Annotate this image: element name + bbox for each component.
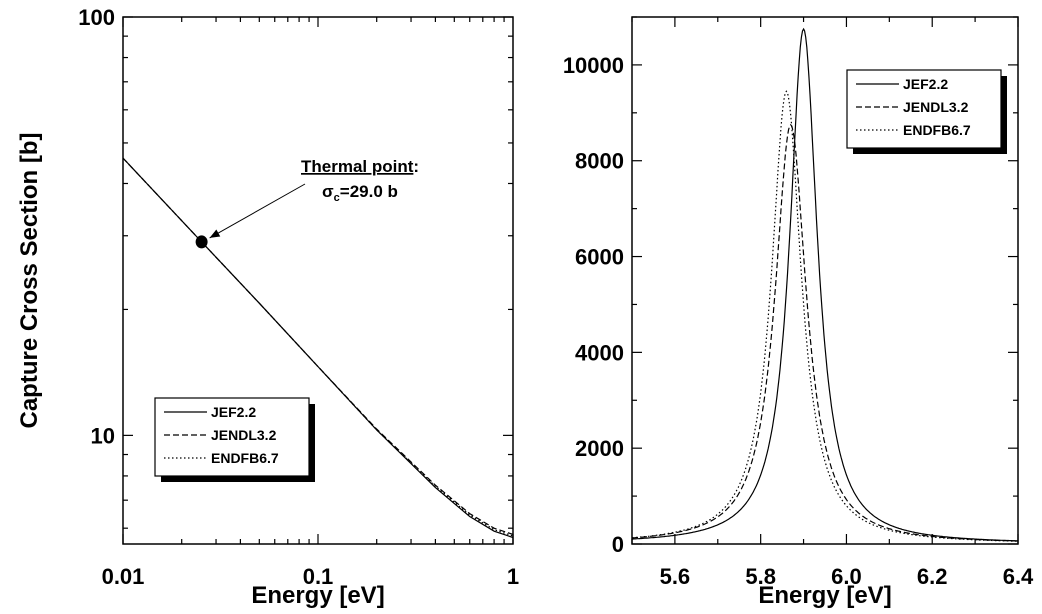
right-y-tick-label: 4000 xyxy=(575,340,624,365)
right-series-line-JEF2.2 xyxy=(631,27,1018,542)
right-legend-label: JENDL3.2 xyxy=(903,99,969,115)
left-y-tick-label: 100 xyxy=(78,5,115,30)
right-legend-label: JEF2.2 xyxy=(903,76,948,92)
left-x-tick-label: 0.01 xyxy=(102,564,145,589)
thermal-point-title: Thermal point: xyxy=(301,157,419,176)
left-series-line-ENDFB6.7 xyxy=(122,157,514,537)
right-y-tick-label: 8000 xyxy=(575,149,624,174)
thermal-point-value: σc=29.0 b xyxy=(322,182,398,204)
right-y-tick-label: 10000 xyxy=(563,53,624,78)
right-y-tick-label: 2000 xyxy=(575,436,624,461)
left-x-tick-label: 0.1 xyxy=(303,564,334,589)
right-plot-frame xyxy=(631,16,1019,545)
thermal-point-arrow xyxy=(209,183,306,239)
left-x-axis-label: Energy [eV] xyxy=(251,582,384,609)
left-x-tick-label: 1 xyxy=(507,564,519,589)
left-legend-label: JEF2.2 xyxy=(211,404,256,420)
right-x-tick-label: 6.0 xyxy=(831,564,862,589)
left-legend-label: JENDL3.2 xyxy=(211,427,277,443)
left-legend-label: ENDFB6.7 xyxy=(211,450,279,466)
right-x-tick-label: 5.8 xyxy=(745,564,776,589)
right-x-tick-label: 6.2 xyxy=(917,564,948,589)
left-legend-box xyxy=(154,397,310,477)
right-chart-panel: 5.6 5.8 6.0 6.2 6.4 0 2000 4000 6000 8000 10000 JEF… xyxy=(563,16,1034,609)
right-y-tick-label: 0 xyxy=(612,532,624,557)
left-series-line-JENDL3.2 xyxy=(122,157,514,535)
right-x-tick-label: 6.4 xyxy=(1003,564,1034,589)
thermal-point-marker xyxy=(195,235,208,249)
left-series-line-JEF2.2 xyxy=(122,157,514,539)
right-legend-box xyxy=(846,69,1002,149)
right-x-axis-label: Energy [eV] xyxy=(758,582,891,609)
left-chart-panel: 0.01 0.1 1 10 100 Thermal point: σc=29.0 b JEF2… xyxy=(16,5,519,609)
right-series-line-JENDL3.2 xyxy=(631,123,1018,542)
right-legend-label: ENDFB6.7 xyxy=(903,122,971,138)
thermal-point-arrowhead xyxy=(209,229,221,238)
right-y-tick-label: 6000 xyxy=(575,245,624,270)
right-series-line-ENDFB6.7 xyxy=(631,90,1018,542)
left-y-tick-label: 10 xyxy=(91,423,115,448)
left-y-axis-label: Capture Cross Section [b] xyxy=(16,132,43,428)
right-x-tick-label: 5.6 xyxy=(660,564,691,589)
